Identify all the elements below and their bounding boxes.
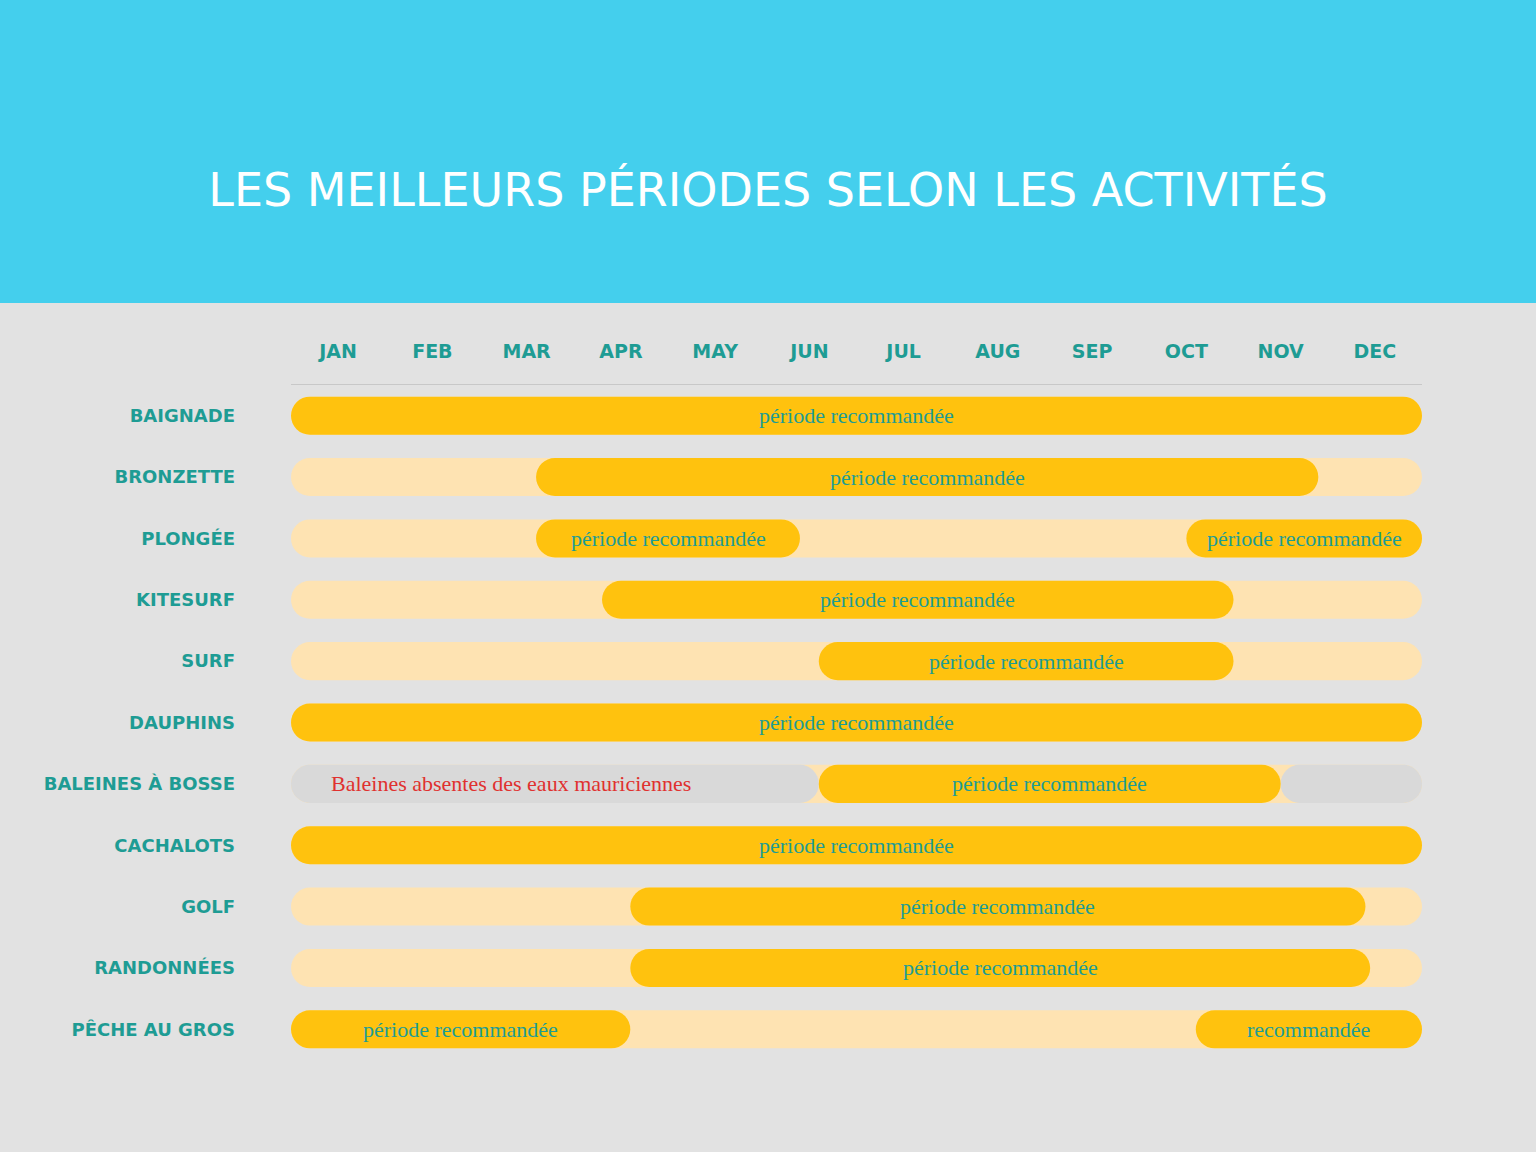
svg-text:FEB: FEB	[412, 340, 452, 362]
svg-text:PÊCHE AU GROS: PÊCHE AU GROS	[72, 1019, 236, 1040]
svg-text:période recommandée: période recommandée	[929, 649, 1124, 674]
svg-text:AUG: AUG	[975, 340, 1020, 362]
svg-text:recommandée: recommandée	[1247, 1017, 1370, 1042]
svg-text:JAN: JAN	[317, 340, 357, 362]
svg-text:NOV: NOV	[1258, 340, 1305, 362]
svg-text:JUL: JUL	[884, 340, 921, 362]
svg-text:période recommandée: période recommandée	[759, 403, 954, 428]
svg-text:PLONGÉE: PLONGÉE	[141, 528, 235, 549]
svg-text:MAY: MAY	[692, 340, 738, 362]
svg-text:SURF: SURF	[181, 650, 235, 671]
svg-text:KITESURF: KITESURF	[136, 589, 235, 610]
svg-text:période recommandée: période recommandée	[903, 955, 1098, 980]
svg-text:CACHALOTS: CACHALOTS	[114, 835, 235, 856]
svg-text:SEP: SEP	[1072, 340, 1113, 362]
svg-text:Baleines absentes des eaux mau: Baleines absentes des eaux mauriciennes	[331, 771, 691, 796]
svg-text:BRONZETTE: BRONZETTE	[114, 466, 235, 487]
svg-text:OCT: OCT	[1165, 340, 1208, 362]
svg-text:DAUPHINS: DAUPHINS	[129, 712, 235, 733]
svg-text:JUN: JUN	[788, 340, 828, 362]
svg-text:BAIGNADE: BAIGNADE	[130, 405, 235, 426]
svg-text:BALEINES À BOSSE: BALEINES À BOSSE	[44, 773, 235, 794]
svg-text:période recommandée: période recommandée	[363, 1017, 558, 1042]
svg-text:APR: APR	[599, 340, 643, 362]
svg-text:période recommandée: période recommandée	[759, 710, 954, 735]
svg-text:période recommandée: période recommandée	[900, 894, 1095, 919]
svg-text:LES MEILLEURS PÉRIODES SELON L: LES MEILLEURS PÉRIODES SELON LES ACTIVIT…	[208, 163, 1327, 217]
svg-text:GOLF: GOLF	[181, 896, 235, 917]
svg-text:RANDONNÉES: RANDONNÉES	[94, 957, 235, 978]
svg-text:période recommandée: période recommandée	[820, 587, 1015, 612]
svg-text:période recommandée: période recommandée	[952, 771, 1147, 796]
svg-text:DEC: DEC	[1354, 340, 1397, 362]
svg-text:période recommandée: période recommandée	[1207, 526, 1402, 551]
svg-text:période recommandée: période recommandée	[571, 526, 766, 551]
svg-text:MAR: MAR	[503, 340, 552, 362]
svg-text:période recommandée: période recommandée	[759, 833, 954, 858]
svg-text:période recommandée: période recommandée	[830, 465, 1025, 490]
